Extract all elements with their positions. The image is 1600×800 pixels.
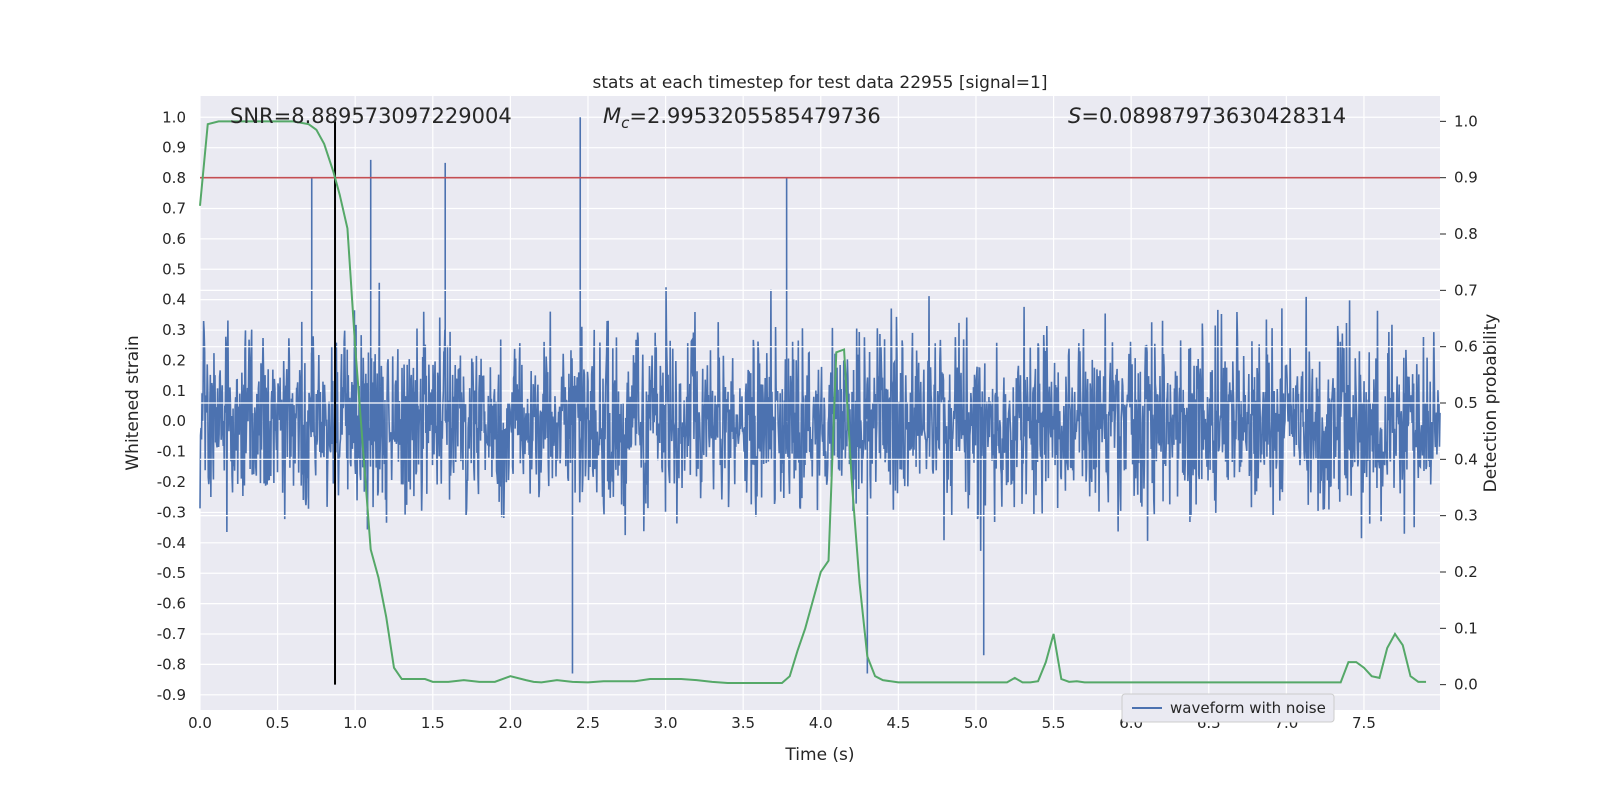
left-y-tick-label: -0.9: [157, 686, 186, 704]
right-y-tick-label: 0.3: [1454, 507, 1478, 525]
x-tick-label: 3.0: [654, 714, 678, 732]
right-y-tick-label: 0.9: [1454, 169, 1478, 187]
left-y-tick-label: -0.8: [157, 655, 186, 673]
chirp-mass-annotation: Mc=2.9953205585479736: [603, 104, 881, 132]
x-tick-label: 0.5: [266, 714, 290, 732]
left-y-tick-label: -0.4: [157, 534, 186, 552]
x-tick-label: 4.5: [886, 714, 910, 732]
left-y-tick-label: 0.6: [162, 230, 186, 248]
x-tick-label: 3.5: [731, 714, 755, 732]
left-y-tick-label: -0.7: [157, 625, 186, 643]
left-y-tick-label: 0.5: [162, 260, 186, 278]
chart-title: stats at each timestep for test data 229…: [593, 73, 1048, 93]
legend-label: waveform with noise: [1170, 699, 1326, 717]
left-y-tick-label: -0.6: [157, 595, 186, 613]
left-y-tick-label: 0.7: [162, 199, 186, 217]
x-tick-label: 1.5: [421, 714, 445, 732]
x-tick-label: 7.5: [1352, 714, 1376, 732]
overlay-lines: [199, 120, 1440, 685]
left-y-tick-label: 0.0: [162, 412, 186, 430]
right-y-tick-label: 0.0: [1454, 676, 1478, 694]
x-tick-label: 0.0: [188, 714, 212, 732]
x-tick-label: 2.0: [498, 714, 522, 732]
left-y-tick-label: 0.3: [162, 321, 186, 339]
right-y-tick-label: 0.7: [1454, 281, 1478, 299]
right-y-tick-label: 0.8: [1454, 225, 1478, 243]
s-annotation: S=0.08987973630428314: [1068, 104, 1346, 128]
snr-annotation: SNR=8.889573097229004: [230, 104, 512, 128]
legend: waveform with noise: [1121, 693, 1335, 723]
left-y-tick-label: -0.5: [157, 564, 186, 582]
left-y-tick-label: 0.2: [162, 351, 186, 369]
waveform-series: [199, 117, 1441, 674]
right-y-tick-label: 0.5: [1454, 394, 1478, 412]
legend-box: [1121, 693, 1335, 723]
right-y-axis: 1.0 0.9 0.8 0.7 0.6 0.5 0.4 0.3 0.2 0.1 0.0: [1440, 112, 1478, 694]
x-axis-label: Time (s): [784, 745, 854, 765]
probability-line: [199, 120, 1427, 684]
right-y-tick-label: 0.2: [1454, 563, 1478, 581]
left-y-tick-label: -0.2: [157, 473, 186, 491]
x-tick-label: 1.0: [343, 714, 367, 732]
waveform-line: [199, 282, 1441, 551]
left-y-tick-label: 0.4: [162, 291, 186, 309]
right-y-tick-label: 1.0: [1454, 112, 1478, 130]
left-y-tick-label: 0.1: [162, 382, 186, 400]
right-y-tick-label: 0.4: [1454, 450, 1478, 468]
left-y-axis: 1.0 0.9 0.8 0.7 0.6 0.5 0.4 0.3 0.2 0.1 0.0 -0.1 -0.…: [157, 108, 186, 704]
right-y-tick-label: 0.6: [1454, 338, 1478, 356]
right-y-axis-label: Detection probability: [1481, 314, 1501, 493]
right-y-tick-label: 0.1: [1454, 619, 1478, 637]
left-y-tick-label: -0.1: [157, 443, 186, 461]
left-y-tick-label: 0.8: [162, 169, 186, 187]
left-y-tick-label: -0.3: [157, 503, 186, 521]
x-tick-label: 5.0: [964, 714, 988, 732]
left-y-axis-label: Whitened strain: [123, 335, 143, 470]
x-tick-label: 4.0: [809, 714, 833, 732]
x-tick-label: 2.5: [576, 714, 600, 732]
left-y-tick-label: 0.9: [162, 139, 186, 157]
left-y-tick-label: 1.0: [162, 108, 186, 126]
x-tick-label: 5.5: [1042, 714, 1066, 732]
